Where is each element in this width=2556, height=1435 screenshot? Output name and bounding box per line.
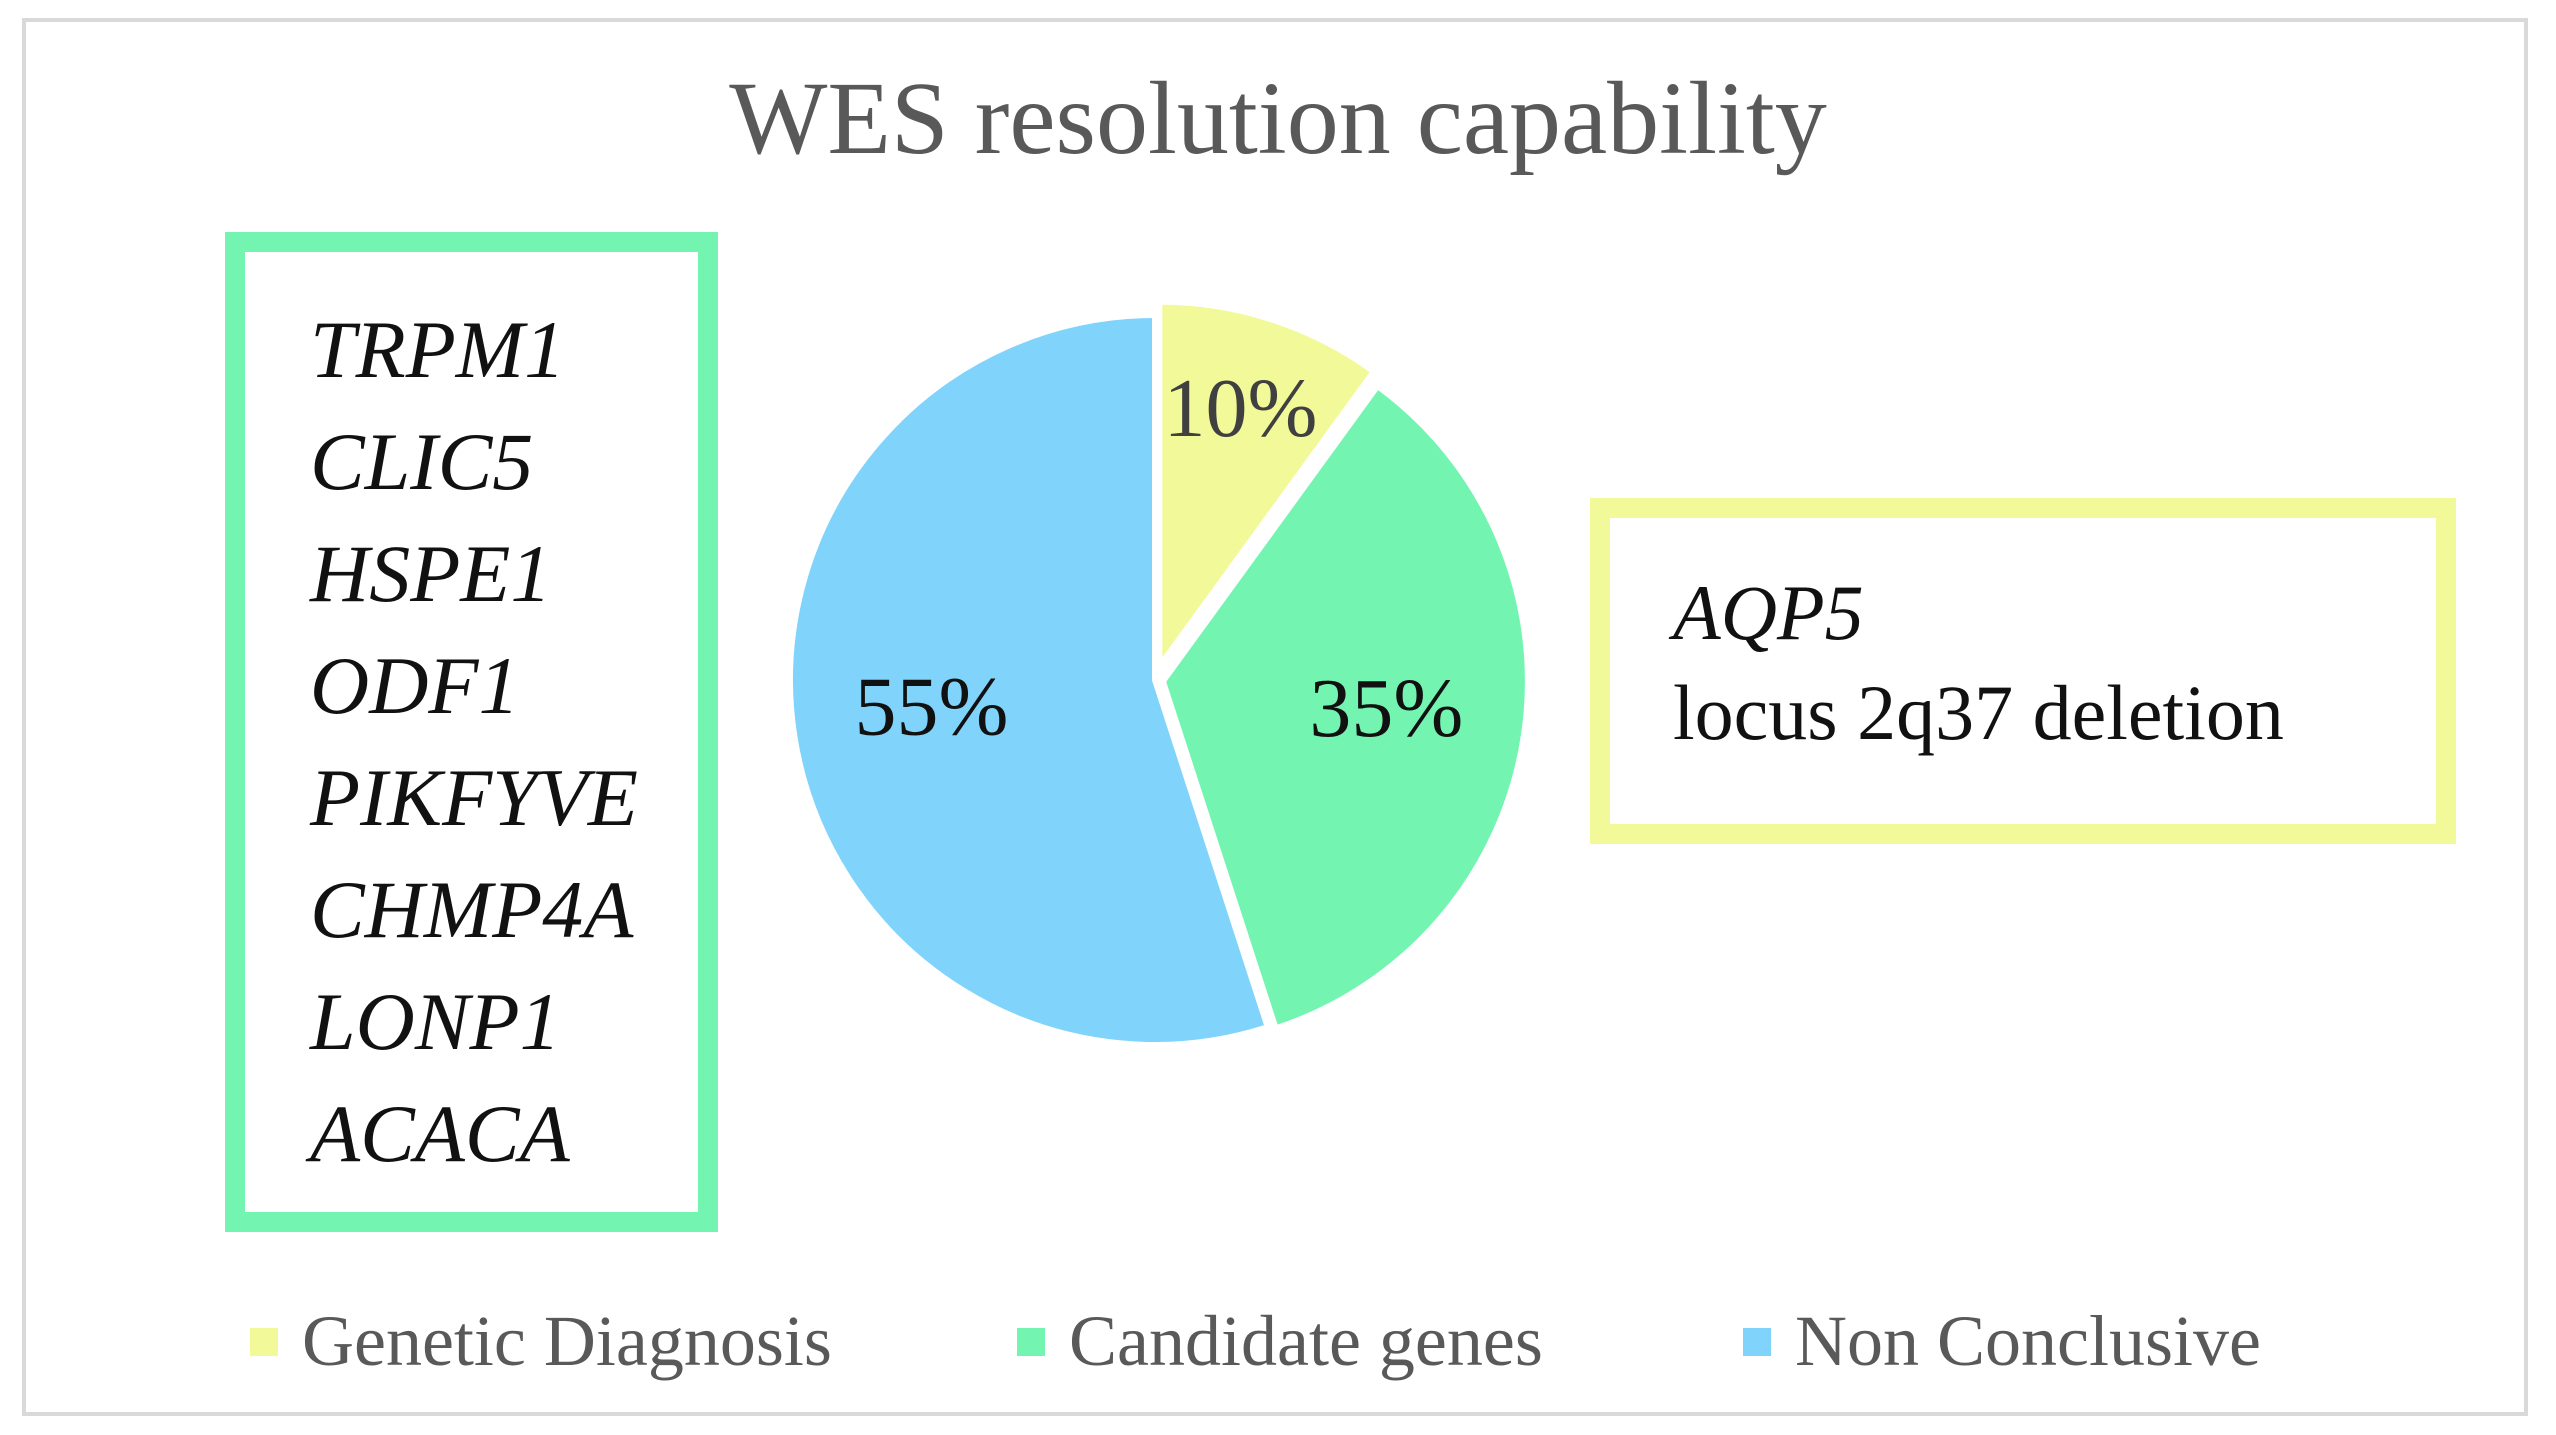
chart-title: WES resolution capability	[729, 61, 1827, 176]
pie-value-label: 55%	[854, 661, 1008, 754]
legend-item-candidate-genes: Candidate genes	[1017, 1300, 1543, 1383]
pie-value-label: 35%	[1309, 662, 1463, 755]
pie-slice-non-conclusive	[787, 311, 1272, 1048]
legend-label: Candidate genes	[1069, 1301, 1543, 1381]
legend-swatch	[1017, 1327, 1045, 1356]
gene-label: CHMP4A	[310, 864, 634, 955]
candidate-genes-list: TRPM1 CLIC5 HSPE1 ODF1 PIKFYVE CHMP4A LO…	[310, 294, 638, 1190]
legend-swatch	[250, 1327, 278, 1356]
legend-item-genetic-diagnosis: Genetic Diagnosis	[250, 1300, 832, 1383]
legend-label: Genetic Diagnosis	[302, 1301, 832, 1381]
gene-label: TRPM1	[310, 304, 566, 395]
pie-slice-candidate-genes	[1159, 381, 1531, 1033]
gene-label: ODF1	[310, 640, 520, 731]
genetic-diagnosis-box: AQP5 locus 2q37 deletion	[1590, 498, 2456, 844]
candidate-genes-box: TRPM1 CLIC5 HSPE1 ODF1 PIKFYVE CHMP4A LO…	[225, 232, 718, 1232]
diagnosis-locus-label: locus 2q37 deletion	[1673, 669, 2284, 756]
pie-value-label: 10%	[1164, 362, 1318, 455]
gene-label: CLIC5	[310, 416, 534, 507]
pie-chart: 10% 35% 55%	[787, 298, 1531, 1048]
gene-label: ACACA	[310, 1088, 570, 1179]
gene-label: PIKFYVE	[310, 752, 638, 843]
legend-label: Non Conclusive	[1795, 1301, 2261, 1381]
legend-swatch	[1743, 1327, 1771, 1356]
gene-label: LONP1	[310, 976, 561, 1067]
diagnosis-gene-label: AQP5	[1673, 569, 1864, 656]
chart-legend: Genetic Diagnosis Candidate genes Non Co…	[0, 1300, 2556, 1400]
gene-label: HSPE1	[310, 528, 552, 619]
pie-slice-genetic-diagnosis	[1156, 298, 1379, 676]
legend-item-non-conclusive: Non Conclusive	[1743, 1300, 2261, 1383]
